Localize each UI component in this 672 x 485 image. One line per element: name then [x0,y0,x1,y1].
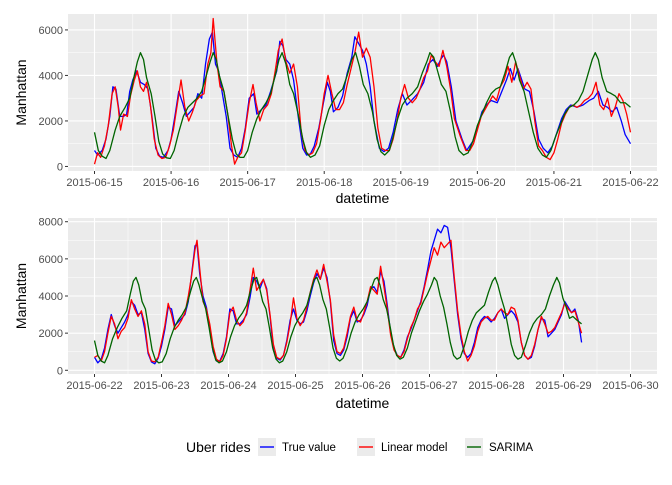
y-tick-label: 2000 [39,116,63,128]
x-tick-label: 2015-06-25 [267,380,323,392]
x-tick-label: 2015-06-20 [449,177,505,189]
y-axis-title: Manhattan [13,263,29,329]
series-line-sarima [93,276,582,364]
y-tick-label: 2000 [39,328,63,340]
x-tick-label: 2015-06-27 [401,380,457,392]
x-axis-title: datetime [336,190,390,206]
y-tick-label: 6000 [39,25,63,37]
series-line-sarima [93,52,631,160]
y-tick-label: 0 [57,365,63,377]
y-tick-label: 4000 [39,291,63,303]
x-tick-label: 2015-06-22 [602,177,658,189]
y-axis-title: Manhattan [13,59,29,125]
x-tick-label: 2015-06-24 [200,380,256,392]
x-tick-label: 2015-06-15 [66,177,122,189]
y-tick-label: 8000 [39,217,63,229]
legend-label-linear-model: Linear model [381,442,447,454]
series-line-linear-model [94,239,583,363]
legend-label-sarima: SARIMA [489,442,533,454]
y-tick-label: 4000 [39,70,63,82]
x-tick-label: 2015-06-30 [602,380,658,392]
x-axis-title: datetime [336,395,390,411]
series-line-linear-model [93,17,632,165]
x-tick-label: 2015-06-22 [66,380,122,392]
y-tick-label: 0 [57,161,63,173]
x-tick-label: 2015-06-21 [526,177,582,189]
x-tick-label: 2015-06-26 [334,380,390,392]
x-tick-label: 2015-06-19 [373,177,429,189]
x-tick-label: 2015-06-29 [535,380,591,392]
x-tick-label: 2015-06-18 [296,177,352,189]
x-tick-label: 2015-06-28 [468,380,524,392]
x-tick-label: 2015-06-17 [220,177,276,189]
legend-title: Uber rides [186,439,251,455]
y-tick-label: 6000 [39,254,63,266]
legend-label-true-value: True value [282,442,336,454]
x-tick-label: 2015-06-23 [133,380,189,392]
x-tick-label: 2015-06-16 [143,177,199,189]
